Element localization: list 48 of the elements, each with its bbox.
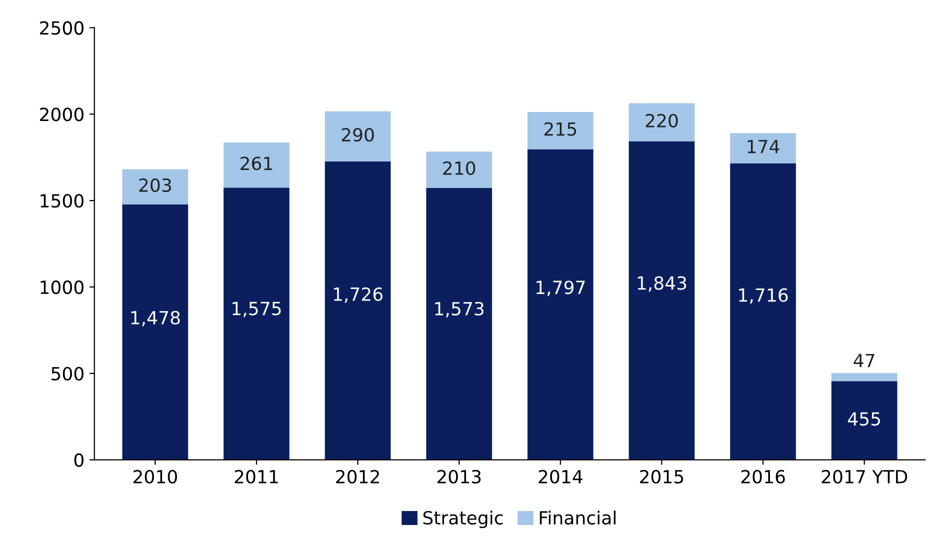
- x-tick-label: 2012: [336, 470, 379, 484]
- data-label: 220: [646, 114, 678, 128]
- bar: [224, 142, 290, 188]
- x-tick-label: 2014: [538, 470, 582, 484]
- bar: [324, 111, 391, 162]
- bar: [831, 373, 898, 382]
- data-label: 1,797: [536, 280, 585, 296]
- x-tick-label: 2013: [437, 470, 481, 484]
- data-label: 174: [748, 140, 780, 154]
- data-label: 1,843: [638, 276, 686, 292]
- y-tick-label: 0: [74, 453, 84, 467]
- y-tick-label: 2500: [40, 21, 84, 35]
- y-tick-label: 2000: [40, 108, 84, 122]
- bar: [527, 149, 594, 460]
- bar: [628, 141, 695, 460]
- y-tick-label: 1000: [40, 280, 84, 294]
- data-label: 1,726: [334, 287, 383, 303]
- y-tick-label: 1500: [40, 194, 84, 208]
- bar: [730, 163, 796, 460]
- data-label: 210: [443, 161, 476, 176]
- data-label: 290: [342, 128, 374, 142]
- x-tick-label: 2010: [134, 470, 177, 484]
- bar: [426, 152, 492, 188]
- bar: [527, 112, 594, 150]
- x-tick-label: 2015: [640, 470, 684, 484]
- bar: [122, 169, 188, 204]
- bar: [831, 381, 898, 460]
- data-label: 203: [139, 178, 171, 192]
- data-label: 1,575: [232, 302, 281, 318]
- bar: [224, 188, 290, 460]
- bar: [122, 204, 188, 460]
- legend-label: Financial: [540, 510, 616, 525]
- data-label: 215: [544, 122, 576, 136]
- data-label: 261: [240, 156, 272, 170]
- data-label: 1,573: [435, 302, 484, 318]
- bar: [324, 161, 391, 460]
- bar: [628, 103, 695, 142]
- data-label: 47: [854, 354, 874, 368]
- data-label: 455: [848, 412, 880, 426]
- bar: [730, 133, 796, 164]
- bar: [426, 188, 492, 460]
- y-tick-label: 500: [52, 366, 84, 381]
- data-label: 1,478: [131, 310, 180, 326]
- legend-label: Strategic: [423, 510, 503, 528]
- data-label: 1,716: [739, 288, 788, 304]
- x-tick-label: 2016: [741, 470, 785, 484]
- x-tick-label: 2011: [234, 470, 278, 484]
- x-tick-label: 2017 YTD: [822, 470, 908, 484]
